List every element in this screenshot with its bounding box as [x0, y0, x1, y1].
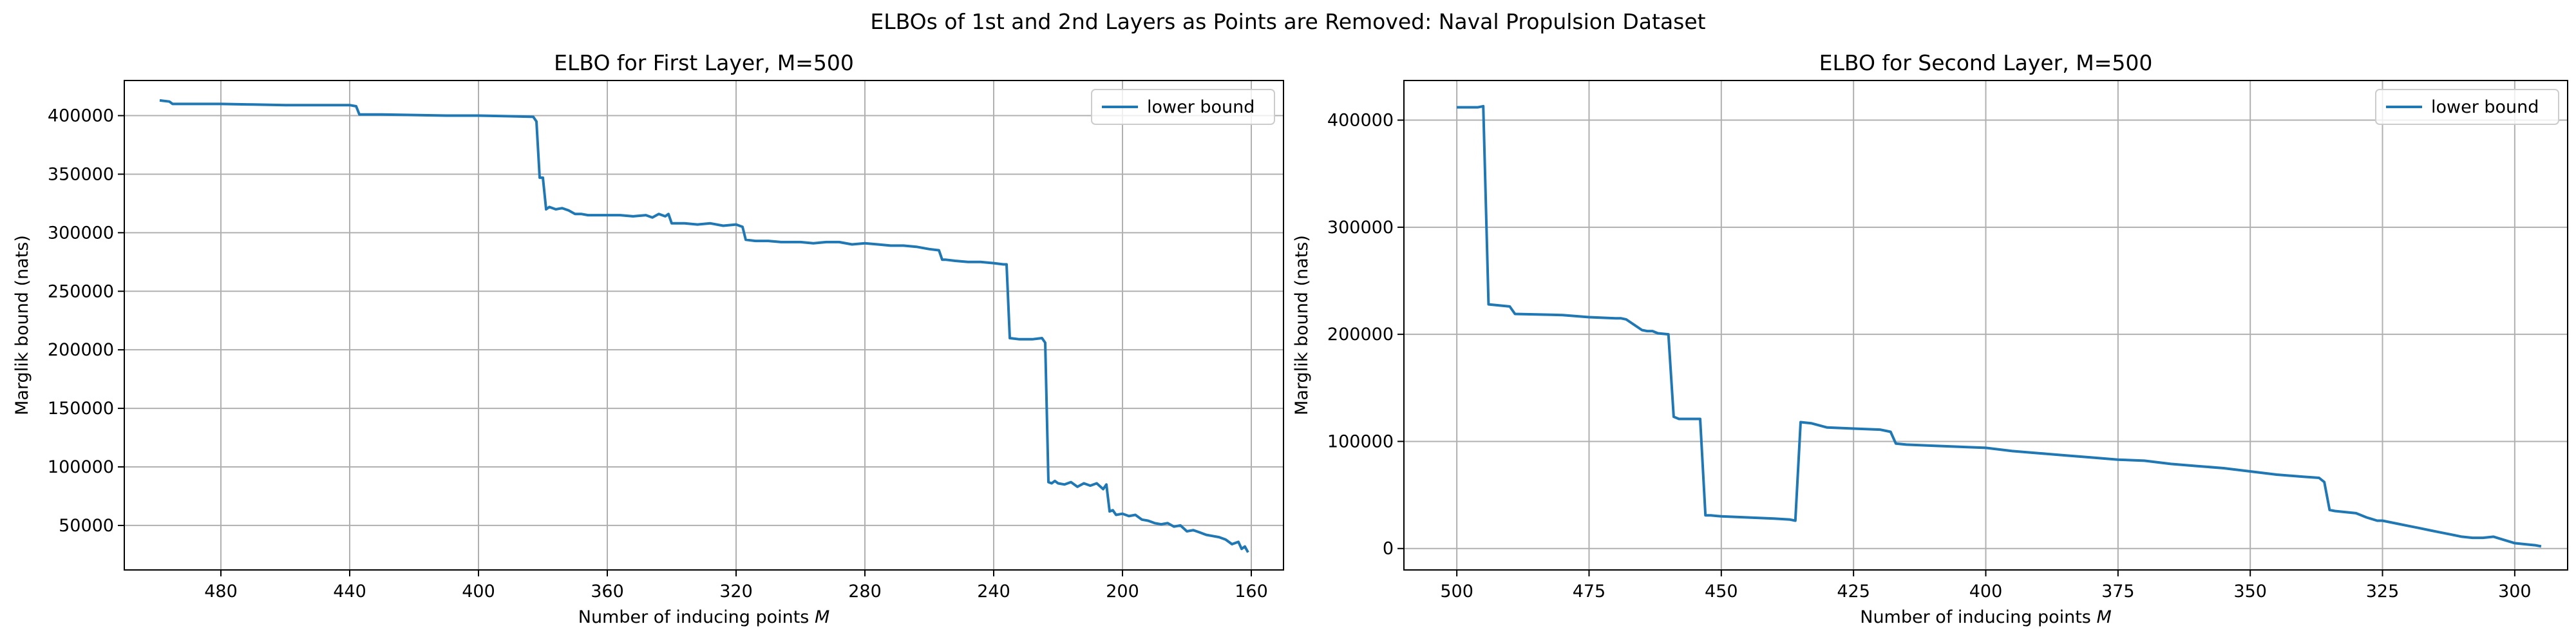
- x-axis-ticks: 480 440 400 360 320 280 240 200 160: [204, 570, 1268, 601]
- x-tick-label: 240: [977, 582, 1010, 601]
- y-axis-ticks: 0 100000 200000 300000 400000: [1327, 111, 1404, 559]
- x-tick-label: 360: [591, 582, 624, 601]
- x-tick-label: 325: [2366, 582, 2400, 601]
- grid-lines: [1404, 80, 2568, 570]
- y-axis-label: Marglik bound (nats): [12, 235, 32, 415]
- x-axis-label: Number of inducing points M: [578, 607, 830, 627]
- figure-title: ELBOs of 1st and 2nd Layers as Points ar…: [870, 9, 1706, 34]
- x-axis-ticks: 500 475 450 425 400 375 350 325 300: [1440, 570, 2532, 601]
- y-tick-label: 200000: [48, 340, 114, 360]
- y-tick-label: 300000: [48, 223, 114, 243]
- y-tick-label: 100000: [1327, 431, 1394, 451]
- x-tick-label: 400: [462, 582, 495, 601]
- x-tick-label: 200: [1106, 582, 1139, 601]
- legend: lower bound: [1091, 89, 1275, 125]
- legend-box: [2375, 89, 2559, 125]
- x-axis-label: Number of inducing points M: [1860, 607, 2112, 627]
- y-tick-label: 250000: [48, 281, 114, 301]
- x-tick-label: 475: [1573, 582, 1606, 601]
- y-tick-label: 350000: [48, 164, 114, 184]
- y-tick-label: 400000: [48, 106, 114, 126]
- x-tick-label: 440: [333, 582, 366, 601]
- chart-title: ELBO for Second Layer, M=500: [1819, 50, 2153, 75]
- x-tick-label: 450: [1705, 582, 1738, 601]
- second-layer-chart: 500 475 450 425 400 375 350 325 300 0 100000 20000…: [1292, 50, 2568, 627]
- x-tick-label: 375: [2101, 582, 2135, 601]
- axes-frame: [124, 80, 1284, 571]
- x-tick-label: 320: [719, 582, 753, 601]
- x-tick-label: 160: [1235, 582, 1268, 601]
- y-axis-label: Marglik bound (nats): [1292, 235, 1312, 415]
- legend-label: lower bound: [2431, 97, 2539, 117]
- x-tick-label: 300: [2498, 582, 2532, 601]
- chart-title: ELBO for First Layer, M=500: [554, 50, 854, 75]
- first-layer-chart: 480 440 400 360 320 280 240 200 160 50000 100000 1…: [12, 50, 1284, 627]
- y-tick-label: 300000: [1327, 218, 1394, 238]
- x-tick-label: 480: [204, 582, 238, 601]
- lower-bound-line: [1457, 104, 2542, 548]
- x-tick-label: 500: [1440, 582, 1473, 601]
- x-tick-label: 400: [1969, 582, 2003, 601]
- legend-label: lower bound: [1147, 97, 1255, 117]
- y-tick-label: 200000: [1327, 325, 1394, 345]
- lower-bound-line: [159, 99, 1249, 553]
- legend: lower bound: [2375, 89, 2559, 125]
- y-tick-label: 400000: [1327, 111, 1394, 131]
- x-tick-label: 425: [1837, 582, 1870, 601]
- y-axis-ticks: 50000 100000 150000 200000 250000 300000 35000…: [48, 106, 124, 536]
- legend-box: [1091, 89, 1275, 125]
- y-tick-label: 0: [1383, 539, 1394, 559]
- y-tick-label: 50000: [59, 516, 114, 536]
- x-tick-label: 280: [848, 582, 882, 601]
- y-tick-label: 100000: [48, 457, 114, 477]
- y-tick-label: 150000: [48, 399, 114, 419]
- x-tick-label: 350: [2233, 582, 2267, 601]
- grid-lines: [124, 80, 1283, 570]
